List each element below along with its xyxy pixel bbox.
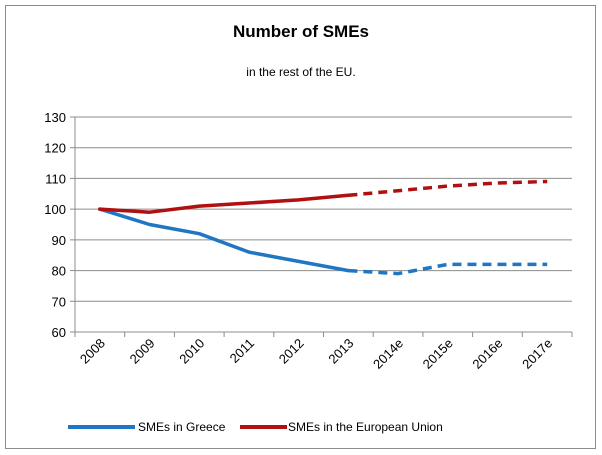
y-tick-label: 110 <box>45 171 66 186</box>
y-tick-label: 100 <box>44 202 66 217</box>
y-tick-label: 60 <box>52 325 66 340</box>
chart-frame <box>5 5 596 449</box>
y-axis: 60 70 80 90 100 110 120 130 <box>44 110 76 340</box>
x-axis: 2008 2009 2010 2011 2012 2013 2014e 2015e 2016e 2… <box>74 332 573 372</box>
x-tick-label: 2008 <box>77 336 108 367</box>
series-line-1-actual <box>98 193 351 214</box>
legend-label: SMEs in the European Union <box>288 420 443 434</box>
x-tick-label: 2016e <box>469 336 505 372</box>
gridlines <box>75 116 572 333</box>
x-tick-label: 2015e <box>420 336 456 372</box>
x-tick-label: 2014e <box>370 336 406 372</box>
y-tick-label: 130 <box>44 110 66 125</box>
series-line-0-estimate <box>348 262 548 276</box>
series-lines <box>98 179 548 276</box>
series-line-0-actual <box>98 207 351 273</box>
chart-subtitle: in the rest of the EU. <box>246 65 356 79</box>
x-tick-label: 2017e <box>519 336 555 372</box>
y-tick-label: 80 <box>52 264 66 279</box>
y-tick-label: 70 <box>52 294 66 309</box>
y-tick-label: 90 <box>52 233 66 248</box>
x-tick-label: 2009 <box>127 336 158 367</box>
chart-title: Number of SMEs <box>232 22 370 41</box>
x-tick-label: 2012 <box>276 336 307 367</box>
series-line-1-estimate <box>348 179 548 198</box>
y-tick-label: 120 <box>44 141 66 156</box>
legend: SMEs in Greece SMEs in the European Union <box>68 420 443 434</box>
x-tick-label: 2010 <box>176 336 207 367</box>
x-tick-label: 2011 <box>227 336 257 366</box>
x-tick-label: 2013 <box>325 336 356 367</box>
legend-label: SMEs in Greece <box>138 420 226 434</box>
